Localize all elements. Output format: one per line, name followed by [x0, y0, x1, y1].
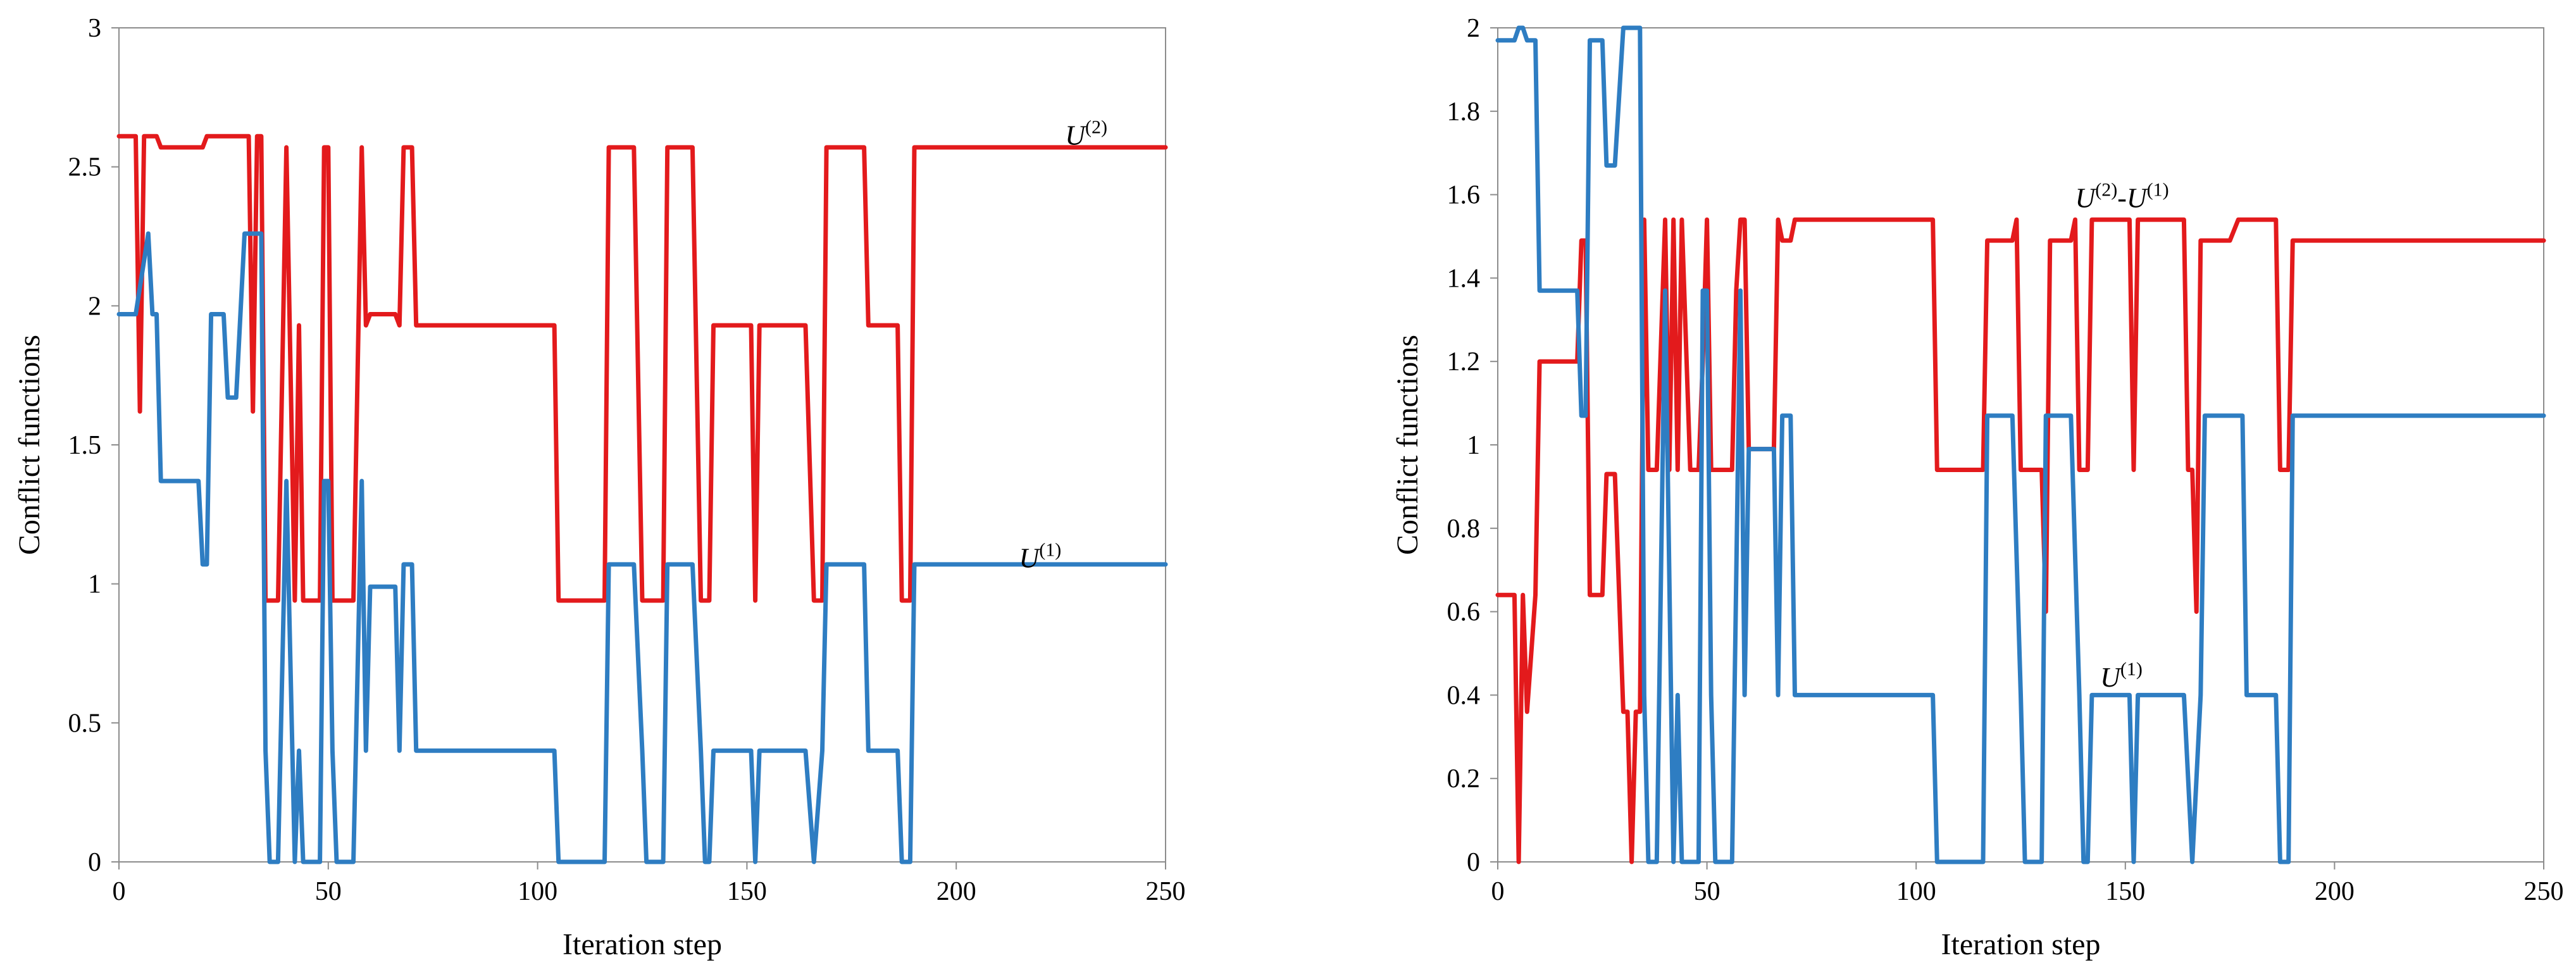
x-tick-label: 200 [936, 877, 976, 906]
right-chart: 0 50 100 150 200 250 0 0.2 0.4 0.6 0.8 1 1.2 1.4 1.6 1.… [1391, 14, 2564, 961]
annotation-superscript: (2) [2095, 179, 2117, 200]
y-tick-label: 1.4 [1447, 264, 1481, 293]
y-axis-title: Conflict functions [1391, 335, 1424, 555]
y-tick-label: 0.2 [1447, 764, 1481, 794]
x-tick-label: 50 [1694, 877, 1720, 906]
y-tick-label: 0.6 [1447, 598, 1481, 627]
y-tick-label: 1.2 [1447, 347, 1481, 377]
series-line-u-1- [116, 231, 1168, 864]
x-tick-label: 150 [2105, 877, 2145, 906]
y-tick-label: 2 [88, 292, 101, 321]
x-tick-label: 50 [315, 877, 342, 906]
annotation-superscript: (1) [1039, 539, 1061, 560]
annotation-symbol: U [1065, 120, 1087, 151]
annotation-superscript: (1) [2120, 659, 2143, 680]
series-annotation: U(1) [2100, 659, 2143, 693]
y-tick-label: 1.5 [68, 431, 102, 460]
y-tick-label: 0.5 [68, 709, 102, 738]
y-tick-label: 2 [1467, 14, 1480, 43]
y-tick-label: 1.8 [1447, 97, 1481, 127]
annotation-symbol-2: -U [2117, 182, 2149, 213]
annotation-superscript: (2) [1085, 117, 1107, 138]
y-axis-title: Conflict functions [13, 335, 46, 555]
y-tick-label: 2.5 [68, 153, 102, 182]
x-tick-label: 250 [2524, 877, 2564, 906]
x-axis-title: Iteration step [1941, 928, 2101, 961]
annotation-symbol: U [1019, 542, 1041, 573]
y-tick-label: 0.4 [1447, 681, 1481, 710]
y-tick-label: 0.8 [1447, 514, 1481, 544]
y-tick-label: 3 [88, 14, 101, 43]
series-annotation: U(2)-U(1) [2075, 179, 2168, 213]
y-tick-label: 0 [88, 848, 101, 877]
annotation-superscript-2: (1) [2147, 179, 2169, 200]
x-tick-label: 250 [1146, 877, 1186, 906]
x-tick-label: 150 [727, 877, 767, 906]
y-tick-label: 1 [88, 570, 101, 599]
annotation-symbol: U [2100, 662, 2122, 693]
series-line-u-2-u-1- [1495, 217, 2546, 864]
x-tick-label: 200 [2315, 877, 2355, 906]
x-tick-label: 100 [1896, 877, 1936, 906]
y-tick-label: 1 [1467, 431, 1480, 460]
series-annotation: U(2) [1065, 117, 1107, 151]
left-chart: 0 50 100 150 200 250 0 0.5 1 1.5 2 2.5 3 Iteration st… [13, 14, 1186, 961]
y-tick-label: 1.6 [1447, 181, 1481, 210]
x-tick-label: 0 [113, 877, 126, 906]
series-line-u-2- [116, 134, 1168, 603]
x-tick-label: 100 [518, 877, 557, 906]
y-tick-label: 0 [1467, 848, 1480, 877]
series-annotation: U(1) [1019, 539, 1061, 573]
x-tick-label: 0 [1491, 877, 1505, 906]
series-line-u-1- [1495, 25, 2546, 864]
x-axis-title: Iteration step [563, 928, 722, 961]
annotation-symbol: U [2075, 182, 2097, 213]
